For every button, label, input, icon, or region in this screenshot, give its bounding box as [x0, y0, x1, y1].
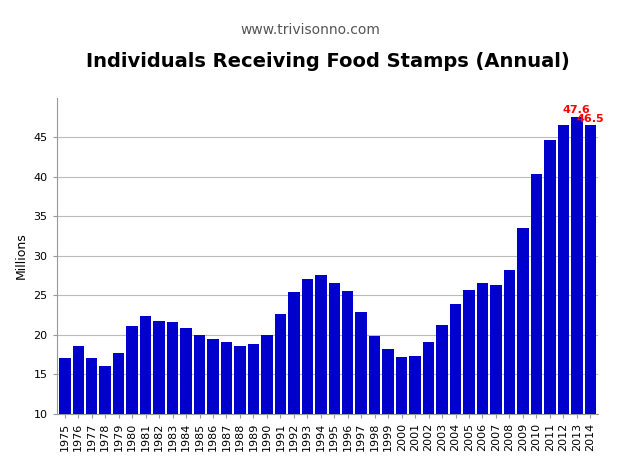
- Bar: [369, 336, 381, 466]
- Bar: [86, 357, 97, 466]
- Bar: [409, 356, 421, 466]
- Bar: [99, 366, 111, 466]
- Bar: [329, 282, 340, 466]
- Bar: [383, 349, 394, 466]
- Bar: [531, 174, 542, 466]
- Bar: [275, 314, 286, 466]
- Bar: [126, 326, 138, 466]
- Bar: [557, 125, 569, 466]
- Bar: [450, 304, 461, 466]
- Bar: [544, 140, 556, 466]
- Bar: [288, 292, 299, 466]
- Bar: [140, 315, 151, 466]
- Bar: [355, 312, 367, 466]
- Bar: [436, 325, 448, 466]
- Bar: [180, 328, 192, 466]
- Bar: [261, 335, 273, 466]
- Bar: [59, 357, 71, 466]
- Bar: [396, 357, 407, 466]
- Text: www.trivisonno.com: www.trivisonno.com: [240, 23, 380, 37]
- Bar: [463, 290, 475, 466]
- Bar: [423, 342, 435, 466]
- Bar: [503, 270, 515, 466]
- Text: 46.5: 46.5: [577, 114, 604, 124]
- Bar: [301, 280, 313, 466]
- Text: 47.6: 47.6: [563, 105, 591, 115]
- Bar: [585, 125, 596, 466]
- Bar: [207, 339, 219, 466]
- Bar: [153, 321, 165, 466]
- Bar: [477, 283, 488, 466]
- Bar: [167, 322, 179, 466]
- Bar: [194, 336, 205, 466]
- Bar: [221, 342, 232, 466]
- Bar: [248, 344, 259, 466]
- Bar: [73, 347, 84, 466]
- Bar: [517, 228, 529, 466]
- Bar: [490, 285, 502, 466]
- Bar: [315, 275, 327, 466]
- Bar: [342, 291, 353, 466]
- Bar: [234, 346, 246, 466]
- Bar: [571, 117, 583, 466]
- Title: Individuals Receiving Food Stamps (Annual): Individuals Receiving Food Stamps (Annua…: [86, 52, 569, 71]
- Y-axis label: Millions: Millions: [15, 233, 28, 279]
- Bar: [113, 353, 125, 466]
